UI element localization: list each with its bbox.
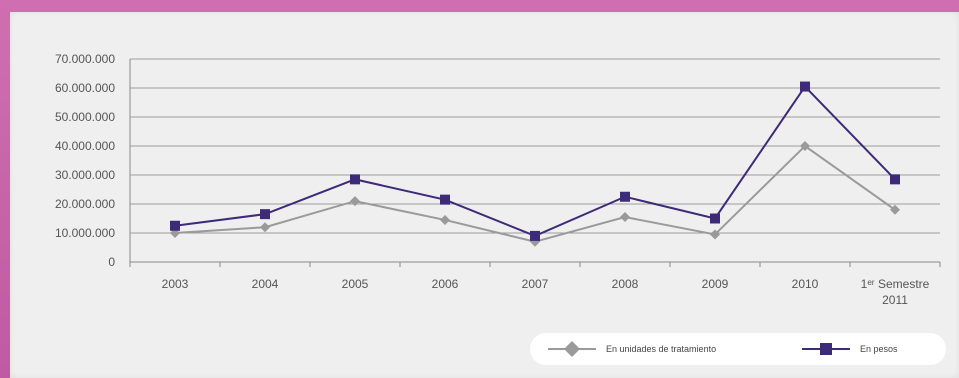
y-tick-label: 40.000.000 — [55, 139, 115, 153]
data-point — [620, 191, 630, 202]
x-axis: 2003 2004 2005 2006 2007 2008 2009 2010 1ᵉʳ Seme… — [129, 262, 941, 307]
data-point — [350, 196, 360, 207]
x-tick-label: 2008 — [612, 277, 639, 291]
y-tick-label: 10.000.000 — [55, 226, 115, 240]
x-tick-label: 2003 — [162, 277, 189, 291]
data-point — [170, 220, 180, 231]
y-tick-label: 50.000.000 — [55, 110, 115, 124]
x-tick-label: 2005 — [342, 277, 369, 291]
x-tick-label: 2007 — [522, 277, 549, 291]
x-tick-label: 1ᵉʳ Semestre 2011 — [861, 277, 930, 307]
data-point — [350, 174, 360, 185]
x-tick-label: 2009 — [702, 277, 729, 291]
y-tick-label: 30.000.000 — [55, 168, 115, 182]
chart-panel — [10, 12, 959, 378]
x-tick-label: 2006 — [432, 277, 459, 291]
data-point — [890, 204, 900, 215]
y-tick-label: 60.000.000 — [55, 81, 115, 95]
legend-item: En unidades de tratamiento — [548, 341, 716, 357]
y-tick-label: 0 — [108, 255, 115, 269]
y-tick-label: 20.000.000 — [55, 197, 115, 211]
legend-label: En unidades de tratamiento — [606, 344, 716, 354]
data-point — [890, 174, 900, 185]
series-line-0 — [174, 144, 896, 243]
x-tick-label: 2004 — [252, 277, 279, 291]
data-point — [710, 229, 720, 240]
data-point — [260, 222, 270, 233]
data-point — [800, 81, 810, 92]
legend-marker — [820, 343, 832, 355]
legend-box — [530, 333, 946, 365]
series-line-1 — [174, 84, 896, 237]
legend-label: En pesos — [860, 344, 898, 354]
data-point — [440, 194, 450, 205]
x-tick-label: 2010 — [792, 277, 819, 291]
data-point — [530, 230, 540, 241]
data-point — [260, 209, 270, 220]
data-point — [440, 214, 450, 225]
legend-item: En pesos — [802, 343, 898, 355]
legend: En unidades de tratamiento En pesos — [530, 333, 946, 365]
data-point — [710, 213, 720, 224]
series-group — [170, 81, 900, 247]
y-tick-label: 70.000.000 — [55, 52, 115, 66]
data-point — [620, 212, 630, 223]
data-point — [800, 141, 810, 151]
legend-marker — [564, 341, 580, 357]
y-axis: 0 10.000.000 20.000.000 30.000.000 40.000.00… — [55, 52, 131, 269]
